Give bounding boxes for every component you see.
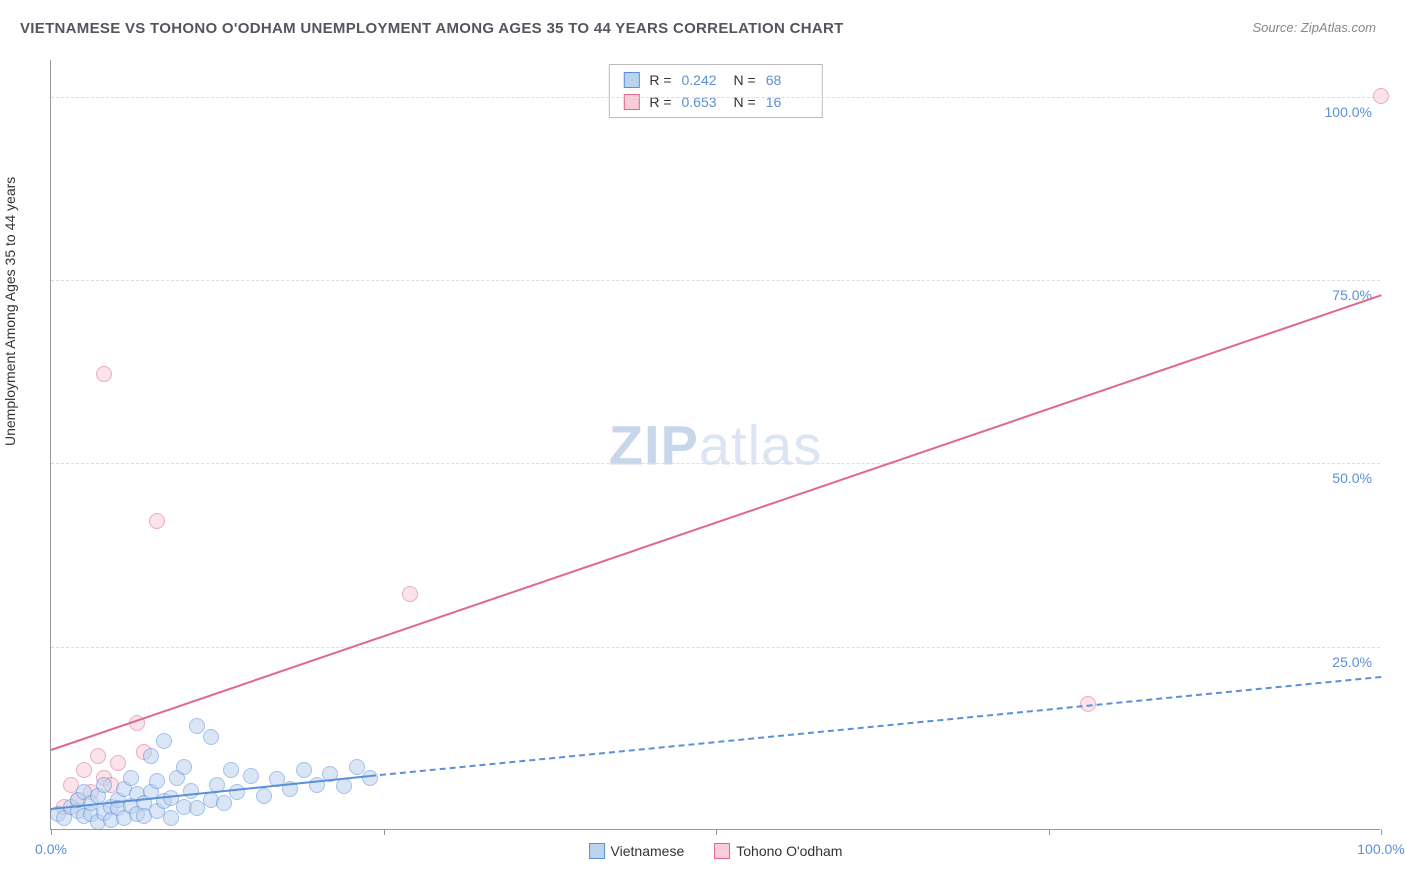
r-value-vietnamese: 0.242 bbox=[682, 72, 724, 88]
x-tick-label: 0.0% bbox=[35, 841, 67, 857]
x-tick bbox=[51, 829, 52, 835]
vietnamese-point bbox=[349, 759, 365, 775]
vietnamese-point bbox=[256, 788, 272, 804]
vietnamese-point bbox=[203, 729, 219, 745]
vietnamese-point bbox=[336, 778, 352, 794]
n-value-vietnamese: 68 bbox=[766, 72, 808, 88]
vietnamese-point bbox=[229, 784, 245, 800]
vietnamese-point bbox=[149, 773, 165, 789]
x-tick-label: 100.0% bbox=[1357, 841, 1404, 857]
tohono-point bbox=[76, 762, 92, 778]
r-label: R = bbox=[649, 72, 671, 88]
x-tick bbox=[1381, 829, 1382, 835]
legend-bottom: Vietnamese Tohono O'odham bbox=[589, 843, 843, 859]
legend-item-vietnamese: Vietnamese bbox=[589, 843, 685, 859]
vietnamese-point bbox=[156, 733, 172, 749]
tohono-point bbox=[110, 755, 126, 771]
legend-swatch-tohono bbox=[714, 843, 730, 859]
chart-title: VIETNAMESE VS TOHONO O'ODHAM UNEMPLOYMEN… bbox=[20, 20, 844, 37]
y-tick-label: 50.0% bbox=[1332, 470, 1372, 486]
legend-label-tohono: Tohono O'odham bbox=[736, 843, 842, 859]
tohono-point bbox=[90, 748, 106, 764]
plot-area: ZIPatlas R = 0.242 N = 68 R = 0.653 N = … bbox=[50, 60, 1380, 830]
vietnamese-point bbox=[123, 770, 139, 786]
gridline bbox=[51, 280, 1380, 281]
legend-swatch-vietnamese bbox=[589, 843, 605, 859]
stats-legend-box: R = 0.242 N = 68 R = 0.653 N = 16 bbox=[608, 64, 822, 118]
trendline bbox=[370, 676, 1381, 777]
watermark: ZIPatlas bbox=[609, 412, 822, 477]
stats-row-tohono: R = 0.653 N = 16 bbox=[623, 91, 807, 113]
y-tick-label: 100.0% bbox=[1325, 104, 1372, 120]
vietnamese-point bbox=[362, 770, 378, 786]
tohono-point bbox=[96, 366, 112, 382]
x-tick bbox=[1049, 829, 1050, 835]
vietnamese-point bbox=[163, 810, 179, 826]
vietnamese-point bbox=[223, 762, 239, 778]
n-label: N = bbox=[734, 72, 756, 88]
vietnamese-point bbox=[96, 777, 112, 793]
y-axis-label: Unemployment Among Ages 35 to 44 years bbox=[2, 177, 18, 446]
vietnamese-point bbox=[143, 748, 159, 764]
trendline bbox=[51, 295, 1382, 752]
watermark-atlas: atlas bbox=[699, 413, 822, 476]
vietnamese-point bbox=[176, 759, 192, 775]
vietnamese-point bbox=[243, 768, 259, 784]
tohono-point bbox=[1373, 88, 1389, 104]
source-label: Source: ZipAtlas.com bbox=[1252, 20, 1376, 35]
gridline bbox=[51, 463, 1380, 464]
stats-row-vietnamese: R = 0.242 N = 68 bbox=[623, 69, 807, 91]
vietnamese-point bbox=[189, 718, 205, 734]
gridline bbox=[51, 647, 1380, 648]
y-tick-label: 25.0% bbox=[1332, 654, 1372, 670]
legend-item-tohono: Tohono O'odham bbox=[714, 843, 842, 859]
vietnamese-point bbox=[296, 762, 312, 778]
gridline bbox=[51, 97, 1380, 98]
x-tick bbox=[384, 829, 385, 835]
legend-label-vietnamese: Vietnamese bbox=[611, 843, 685, 859]
x-tick bbox=[716, 829, 717, 835]
tohono-point bbox=[402, 586, 418, 602]
swatch-vietnamese bbox=[623, 72, 639, 88]
vietnamese-point bbox=[216, 795, 232, 811]
tohono-point bbox=[149, 513, 165, 529]
watermark-zip: ZIP bbox=[609, 413, 699, 476]
vietnamese-point bbox=[183, 783, 199, 799]
